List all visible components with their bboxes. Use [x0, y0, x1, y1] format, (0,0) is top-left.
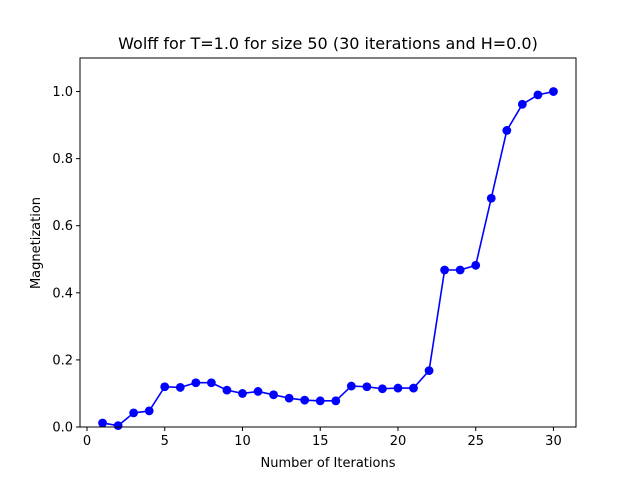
y-tick-label: 0.0 [52, 421, 73, 436]
data-point [378, 384, 387, 394]
data-point [486, 193, 496, 203]
x-tick-label: 0 [83, 434, 91, 449]
chart-title: Wolff for T=1.0 for size 50 (30 iteratio… [118, 34, 538, 53]
x-tick-label: 10 [234, 434, 251, 449]
y-tick-label: 1.0 [52, 85, 73, 100]
data-point [331, 396, 341, 406]
data-point [393, 383, 403, 393]
data-point [269, 390, 278, 400]
data-point [424, 366, 434, 376]
x-tick-label: 30 [545, 434, 562, 449]
y-tick-label: 0.6 [52, 219, 73, 234]
tick-layer: 0 5 10 15 20 25 30 0.0 0.2 0.4 0.6 0.8 1.0 [52, 85, 561, 449]
y-axis-label: Magnetization [29, 197, 44, 289]
data-point [549, 87, 558, 96]
plot-area [80, 58, 576, 427]
data-layer [98, 87, 558, 431]
data-point [315, 396, 325, 406]
y-tick-label: 0.2 [52, 353, 73, 368]
data-point [502, 126, 512, 135]
data-point [409, 383, 418, 393]
data-point [300, 395, 310, 405]
data-point [346, 381, 356, 391]
data-point [160, 382, 170, 392]
y-tick-label: 0.4 [52, 286, 73, 301]
x-tick-label: 15 [312, 434, 329, 449]
data-point [517, 99, 527, 109]
data-point [533, 90, 543, 100]
data-point [440, 265, 450, 275]
data-point [222, 385, 232, 395]
data-point [284, 393, 294, 403]
data-point [144, 406, 154, 416]
data-point [471, 260, 481, 270]
data-point [253, 387, 263, 396]
data-point [455, 265, 465, 275]
x-tick-label: 25 [467, 434, 484, 449]
data-point [113, 421, 123, 431]
data-point [175, 383, 185, 392]
y-tick-label: 0.8 [52, 152, 73, 167]
data-point [362, 382, 372, 392]
x-axis-label: Number of Iterations [261, 456, 396, 471]
data-point [206, 378, 216, 388]
data-point [238, 389, 247, 398]
x-tick-label: 5 [161, 434, 169, 449]
axes-frame [79, 57, 577, 428]
x-tick-label: 20 [390, 434, 407, 449]
data-point [98, 418, 107, 428]
data-point [191, 378, 201, 388]
data-point [129, 408, 139, 418]
